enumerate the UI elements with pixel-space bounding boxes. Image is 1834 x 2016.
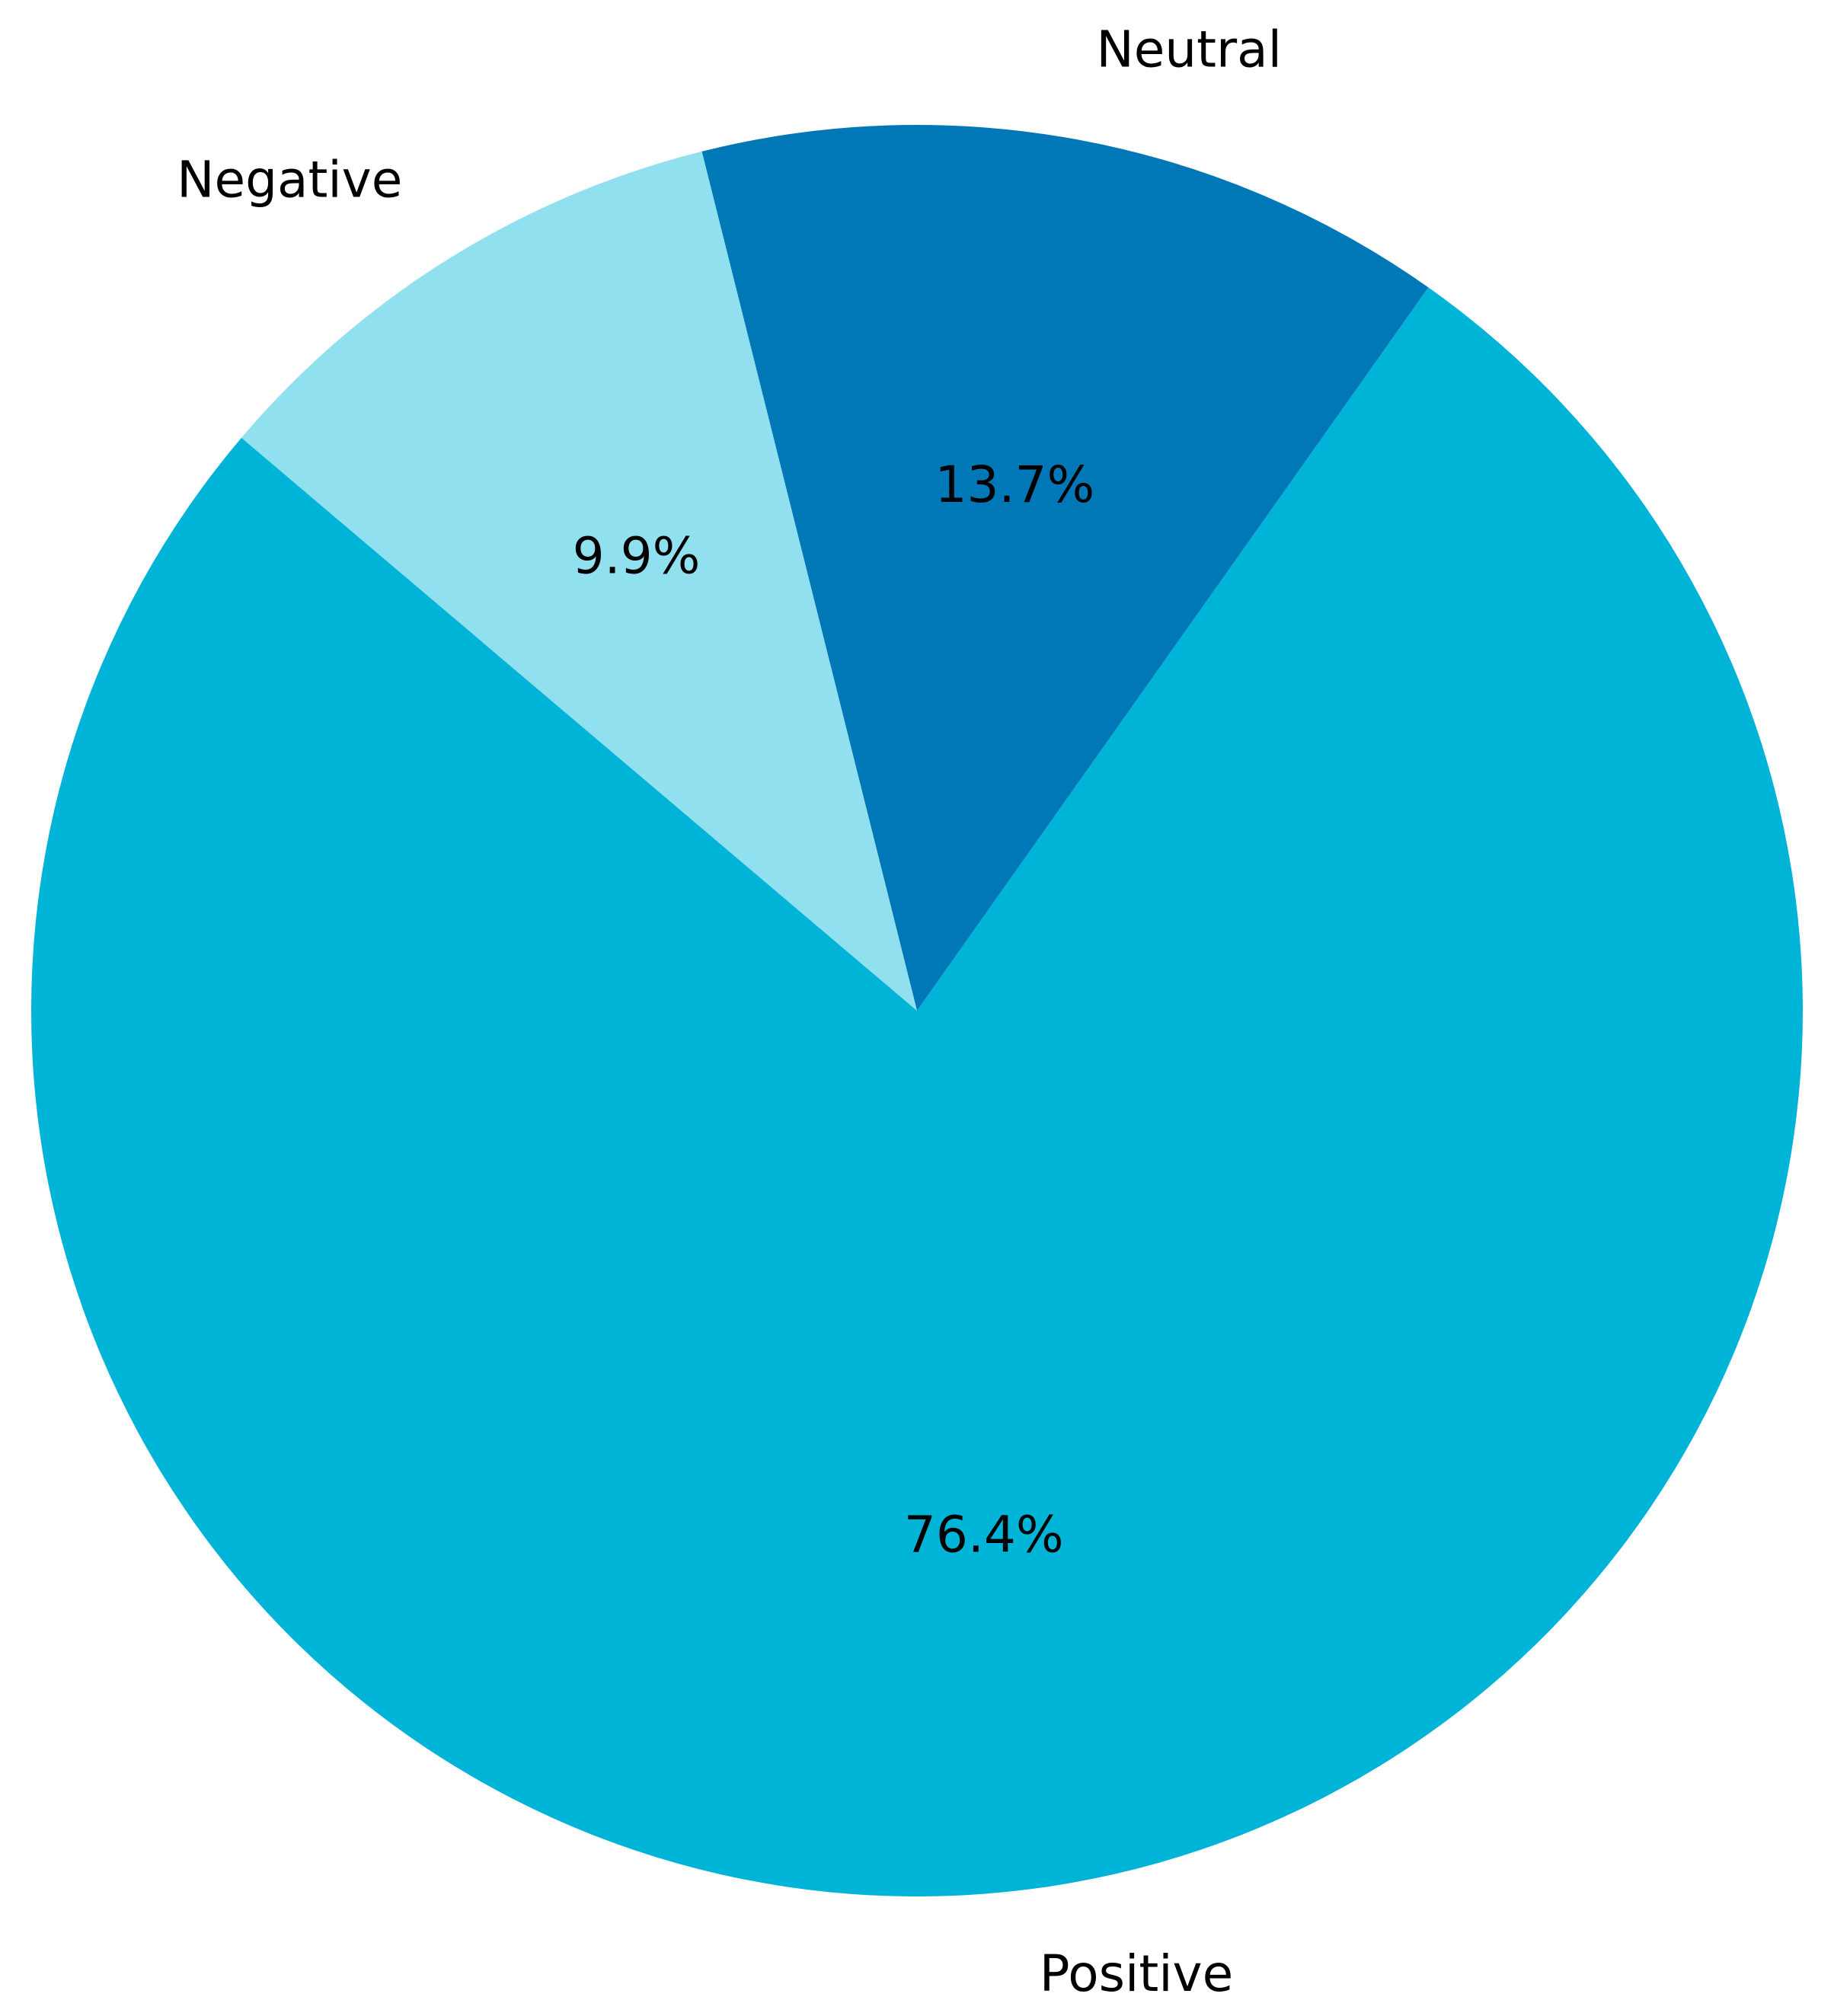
pie-slice [31, 287, 1804, 1896]
pie-slice [701, 125, 1429, 1011]
slice-label: Positive [1040, 1944, 1233, 2003]
percent-label: 13.7% [935, 455, 1095, 514]
percent-label: 9.9% [573, 527, 701, 586]
slice-label: Neutral [1096, 21, 1282, 79]
slice-label: Negative [177, 151, 402, 209]
pie-slice [241, 151, 917, 1011]
percent-label: 76.4% [904, 1505, 1064, 1564]
